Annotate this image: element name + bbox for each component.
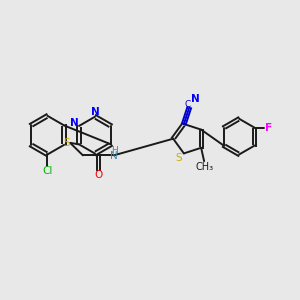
Text: N: N (70, 118, 78, 128)
Text: N: N (91, 107, 99, 117)
Text: CH₃: CH₃ (196, 162, 214, 172)
Text: Cl: Cl (42, 166, 52, 176)
Text: S: S (63, 138, 70, 148)
Text: N: N (191, 94, 200, 104)
Text: H: H (111, 146, 118, 155)
Text: O: O (94, 170, 103, 180)
Text: C: C (184, 100, 190, 109)
Text: F: F (265, 123, 272, 133)
Text: S: S (175, 154, 182, 164)
Text: N: N (110, 151, 117, 161)
